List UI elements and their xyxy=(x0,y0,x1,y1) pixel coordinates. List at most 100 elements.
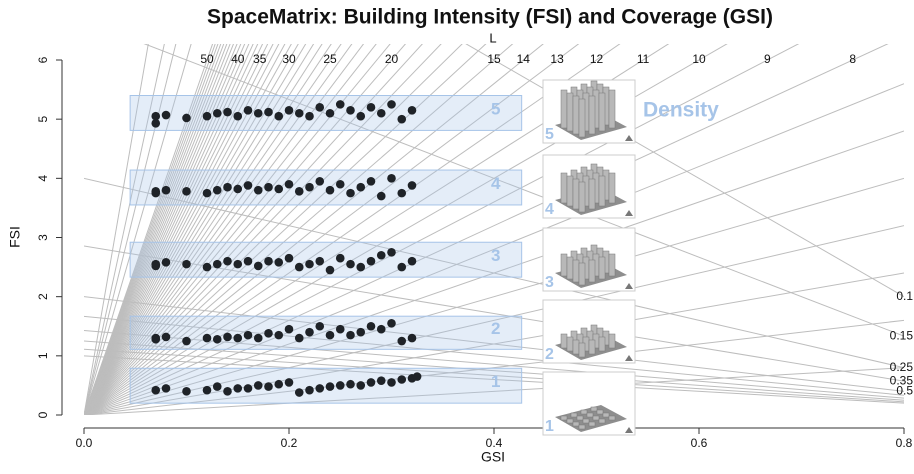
data-point xyxy=(161,185,171,195)
y-tick-label: 2 xyxy=(36,293,50,300)
x-tick-label: 0.0 xyxy=(76,436,93,450)
l-line-label: 25 xyxy=(323,52,337,66)
thumbnail-building xyxy=(592,415,600,421)
data-point xyxy=(161,258,171,267)
data-point xyxy=(397,114,407,124)
thumbnail-building xyxy=(572,259,580,283)
data-point xyxy=(294,187,304,196)
data-point xyxy=(212,185,222,195)
band-label: 3 xyxy=(491,246,500,265)
thumbnail-icon xyxy=(625,427,633,433)
l-line xyxy=(84,44,299,415)
thumbnail-building xyxy=(588,95,596,135)
data-point xyxy=(376,250,386,260)
data-point xyxy=(305,327,314,337)
data-point xyxy=(315,176,325,186)
data-point xyxy=(274,258,284,267)
thumbnail-building xyxy=(572,178,580,210)
data-point xyxy=(284,378,294,387)
data-point xyxy=(335,381,345,390)
data-point xyxy=(243,384,253,393)
osi-line xyxy=(84,340,904,401)
data-point xyxy=(212,334,222,344)
thumbnail-label: 1 xyxy=(545,418,554,435)
data-point xyxy=(407,105,417,115)
density-band xyxy=(129,169,523,206)
x-tick-label: 0.2 xyxy=(281,436,298,450)
thumbnail-building xyxy=(586,412,594,418)
data-point xyxy=(346,379,355,389)
osi-line xyxy=(465,44,904,298)
thumbnail-icon xyxy=(625,283,633,289)
osi-line xyxy=(143,44,904,337)
data-point xyxy=(223,256,232,266)
l-line xyxy=(84,225,904,415)
x-tick-label: 0.6 xyxy=(691,436,708,450)
data-point xyxy=(202,111,212,121)
data-point xyxy=(243,330,253,340)
osi-line xyxy=(84,245,904,382)
data-point xyxy=(305,111,314,121)
data-point xyxy=(233,184,243,194)
data-point xyxy=(274,330,284,340)
data-point xyxy=(397,262,407,272)
thumbnail-building xyxy=(580,409,588,415)
data-point xyxy=(243,181,253,190)
l-line xyxy=(84,44,231,415)
l-line xyxy=(84,44,246,415)
data-point xyxy=(335,179,345,189)
data-point xyxy=(202,385,212,395)
data-point xyxy=(325,185,335,195)
data-point xyxy=(253,381,263,390)
data-point xyxy=(264,329,273,338)
data-point xyxy=(233,333,243,343)
data-point xyxy=(212,259,222,269)
data-point xyxy=(346,259,355,269)
osi-line-label: 0.25 xyxy=(890,360,914,374)
l-line xyxy=(84,44,259,415)
data-point xyxy=(387,174,396,183)
data-point xyxy=(151,119,161,128)
l-line xyxy=(84,44,307,415)
thumbnail-building xyxy=(608,333,616,349)
data-point xyxy=(397,336,407,346)
data-point xyxy=(305,385,314,395)
data-point xyxy=(387,247,396,257)
data-point xyxy=(335,324,345,334)
thumbnail-building xyxy=(560,253,568,277)
l-line-label: 8 xyxy=(849,52,856,66)
data-point xyxy=(315,256,325,266)
data-point xyxy=(387,318,396,328)
data-point xyxy=(284,324,294,334)
data-point xyxy=(253,185,263,195)
data-point xyxy=(151,188,161,198)
thumbnail-building xyxy=(590,406,598,412)
l-line-label: 15 xyxy=(487,52,501,66)
data-point xyxy=(253,261,263,271)
thumbnail-building xyxy=(578,98,586,138)
data-point xyxy=(223,107,232,117)
data-point xyxy=(264,382,273,391)
data-point xyxy=(212,108,222,118)
data-point xyxy=(264,256,273,266)
osi-line xyxy=(84,355,904,404)
data-point xyxy=(294,388,304,397)
thumbnail-building xyxy=(560,89,568,129)
osi-line xyxy=(84,296,904,392)
osi-line-label: 0.1 xyxy=(896,289,913,303)
thumbnail-icon xyxy=(625,210,633,216)
l-line-label: 30 xyxy=(282,52,296,66)
data-point xyxy=(233,384,243,393)
data-point xyxy=(233,111,243,121)
data-point xyxy=(356,111,366,121)
data-point xyxy=(346,330,355,340)
data-point xyxy=(315,103,325,112)
data-point xyxy=(182,336,191,346)
x-axis-label: GSI xyxy=(481,449,505,465)
data-point xyxy=(346,105,355,115)
l-line xyxy=(84,44,463,415)
data-point xyxy=(223,182,232,192)
l-line xyxy=(84,44,544,415)
